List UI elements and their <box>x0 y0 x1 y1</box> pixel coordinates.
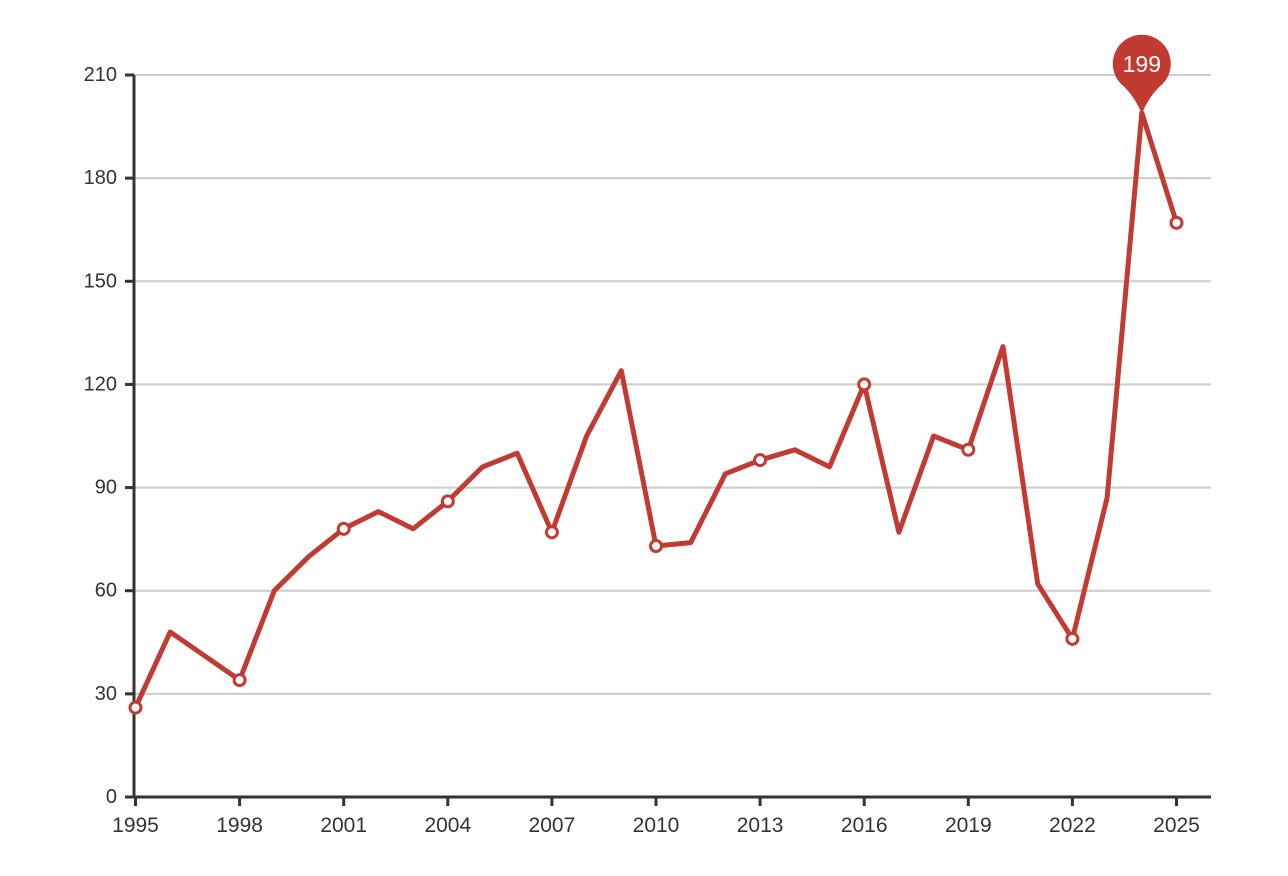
y-tick-label: 210 <box>84 64 117 86</box>
x-tick-label: 1995 <box>112 814 159 837</box>
data-point-marker[interactable] <box>440 494 455 509</box>
data-point-marker[interactable] <box>336 521 351 536</box>
x-tick-label: 2019 <box>945 814 992 837</box>
data-point-marker[interactable] <box>128 700 143 715</box>
y-tick-label: 120 <box>84 373 117 395</box>
x-tick-label: 2016 <box>841 814 888 837</box>
y-tick-label: 150 <box>84 270 117 292</box>
x-tick-label: 2025 <box>1153 814 1200 837</box>
x-tick-label: 2022 <box>1049 814 1096 837</box>
data-point-marker[interactable] <box>857 377 872 392</box>
y-tick-label: 180 <box>84 167 117 189</box>
data-line <box>133 110 1179 711</box>
data-point-marker[interactable] <box>544 525 559 540</box>
y-tick-label: 30 <box>95 683 117 705</box>
data-point-marker[interactable] <box>1169 215 1184 230</box>
callout-value-label: 199 <box>1123 51 1161 77</box>
data-point-marker[interactable] <box>1065 631 1080 646</box>
callout-balloon <box>1112 34 1171 114</box>
data-point-marker[interactable] <box>232 673 247 688</box>
y-tick-label: 90 <box>95 477 117 499</box>
x-tick-label: 2007 <box>529 814 576 837</box>
data-point-marker[interactable] <box>753 453 768 468</box>
y-tick-label: 60 <box>95 580 117 602</box>
data-point-marker[interactable] <box>961 442 976 457</box>
y-tick-label: 0 <box>106 786 117 808</box>
x-tick-label: 2013 <box>737 814 784 837</box>
x-tick-label: 2010 <box>633 814 680 837</box>
x-tick-label: 2004 <box>424 814 471 837</box>
x-tick-label: 2001 <box>320 814 367 837</box>
data-point-marker[interactable] <box>649 539 663 554</box>
x-tick-label: 1998 <box>216 814 263 837</box>
